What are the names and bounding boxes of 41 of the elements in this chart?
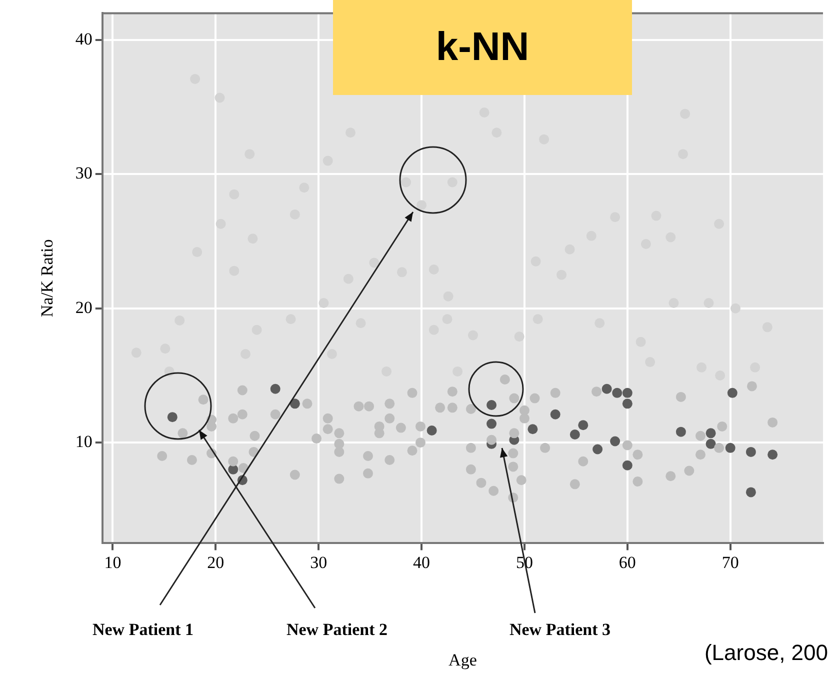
point xyxy=(486,400,497,410)
point xyxy=(602,384,612,394)
point xyxy=(426,425,437,436)
x-axis-title: Age xyxy=(448,650,477,670)
point xyxy=(725,442,736,453)
point xyxy=(486,418,497,429)
point xyxy=(706,428,716,438)
x-tick-label: 10 xyxy=(104,552,122,572)
point xyxy=(622,398,632,409)
text: New Patient 2 xyxy=(286,620,388,640)
x-tick-label: 70 xyxy=(722,552,739,572)
x-tick-label: 60 xyxy=(618,552,636,572)
y-tick-label: 40 xyxy=(75,30,92,49)
text: New Patient 3 xyxy=(509,620,611,640)
point xyxy=(768,450,778,460)
point xyxy=(746,487,756,498)
text: (Larose, 200 xyxy=(704,640,828,666)
point xyxy=(612,388,622,398)
point xyxy=(167,412,178,422)
point xyxy=(270,384,280,394)
point xyxy=(610,436,620,446)
point xyxy=(676,426,686,437)
text: New Patient 1 xyxy=(92,620,194,640)
x-tick-label: 20 xyxy=(207,552,224,572)
point xyxy=(570,430,580,440)
x-tick-label: 30 xyxy=(310,552,328,572)
point xyxy=(592,444,603,454)
y-tick-label: 10 xyxy=(75,432,92,452)
point xyxy=(622,460,632,470)
y-axis-title: Na/K Ratio xyxy=(38,239,57,318)
point xyxy=(290,398,300,409)
point xyxy=(528,424,538,434)
point xyxy=(727,388,738,398)
point xyxy=(746,446,756,457)
point xyxy=(550,409,560,420)
point xyxy=(578,420,588,430)
y-tick-label: 30 xyxy=(75,164,92,183)
point xyxy=(706,438,716,449)
x-tick-label: 40 xyxy=(413,552,430,572)
y-tick-label: 20 xyxy=(75,298,92,317)
point xyxy=(622,388,632,398)
